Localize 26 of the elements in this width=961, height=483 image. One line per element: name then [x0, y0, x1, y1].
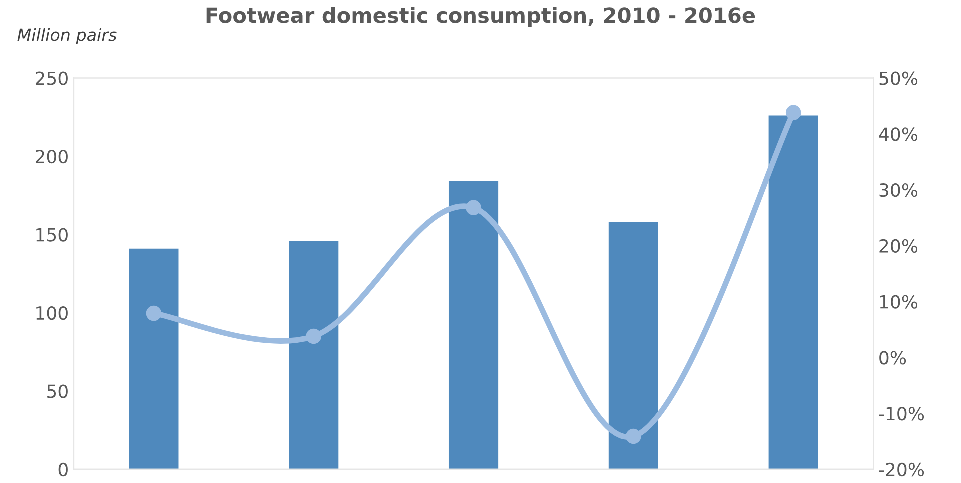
y2-tick-label: -10%	[879, 407, 924, 421]
y-tick-label: 250	[36, 72, 68, 86]
y-tick-label: 50	[48, 384, 68, 398]
y-axis-title: Million pairs	[18, 28, 117, 45]
bar	[448, 182, 499, 470]
bar	[768, 116, 818, 470]
point	[146, 306, 162, 322]
y-tick-label: 200	[36, 150, 68, 164]
y2-tick-label: 20%	[880, 239, 918, 254]
bar	[608, 222, 658, 470]
point	[786, 105, 802, 121]
y-tick-label: 150	[36, 228, 68, 242]
y2-tick-label: 40%	[879, 128, 918, 142]
bar	[289, 241, 339, 470]
y2-tick-label: 50%	[880, 72, 918, 86]
point	[466, 200, 482, 216]
y2-tick-label: 30%	[880, 183, 918, 198]
y-tick-label: 0	[58, 462, 68, 477]
y-tick-label: 100	[36, 306, 68, 320]
chart-title: Footwear domestic consumption, 2010 - 2016e	[206, 7, 756, 28]
bar	[129, 248, 179, 470]
point	[306, 328, 322, 344]
y2-tick-label: 0%	[880, 351, 906, 365]
y2-tick-label: -20%	[879, 462, 924, 477]
point	[626, 428, 642, 444]
y2-tick-label: 10%	[880, 295, 918, 309]
